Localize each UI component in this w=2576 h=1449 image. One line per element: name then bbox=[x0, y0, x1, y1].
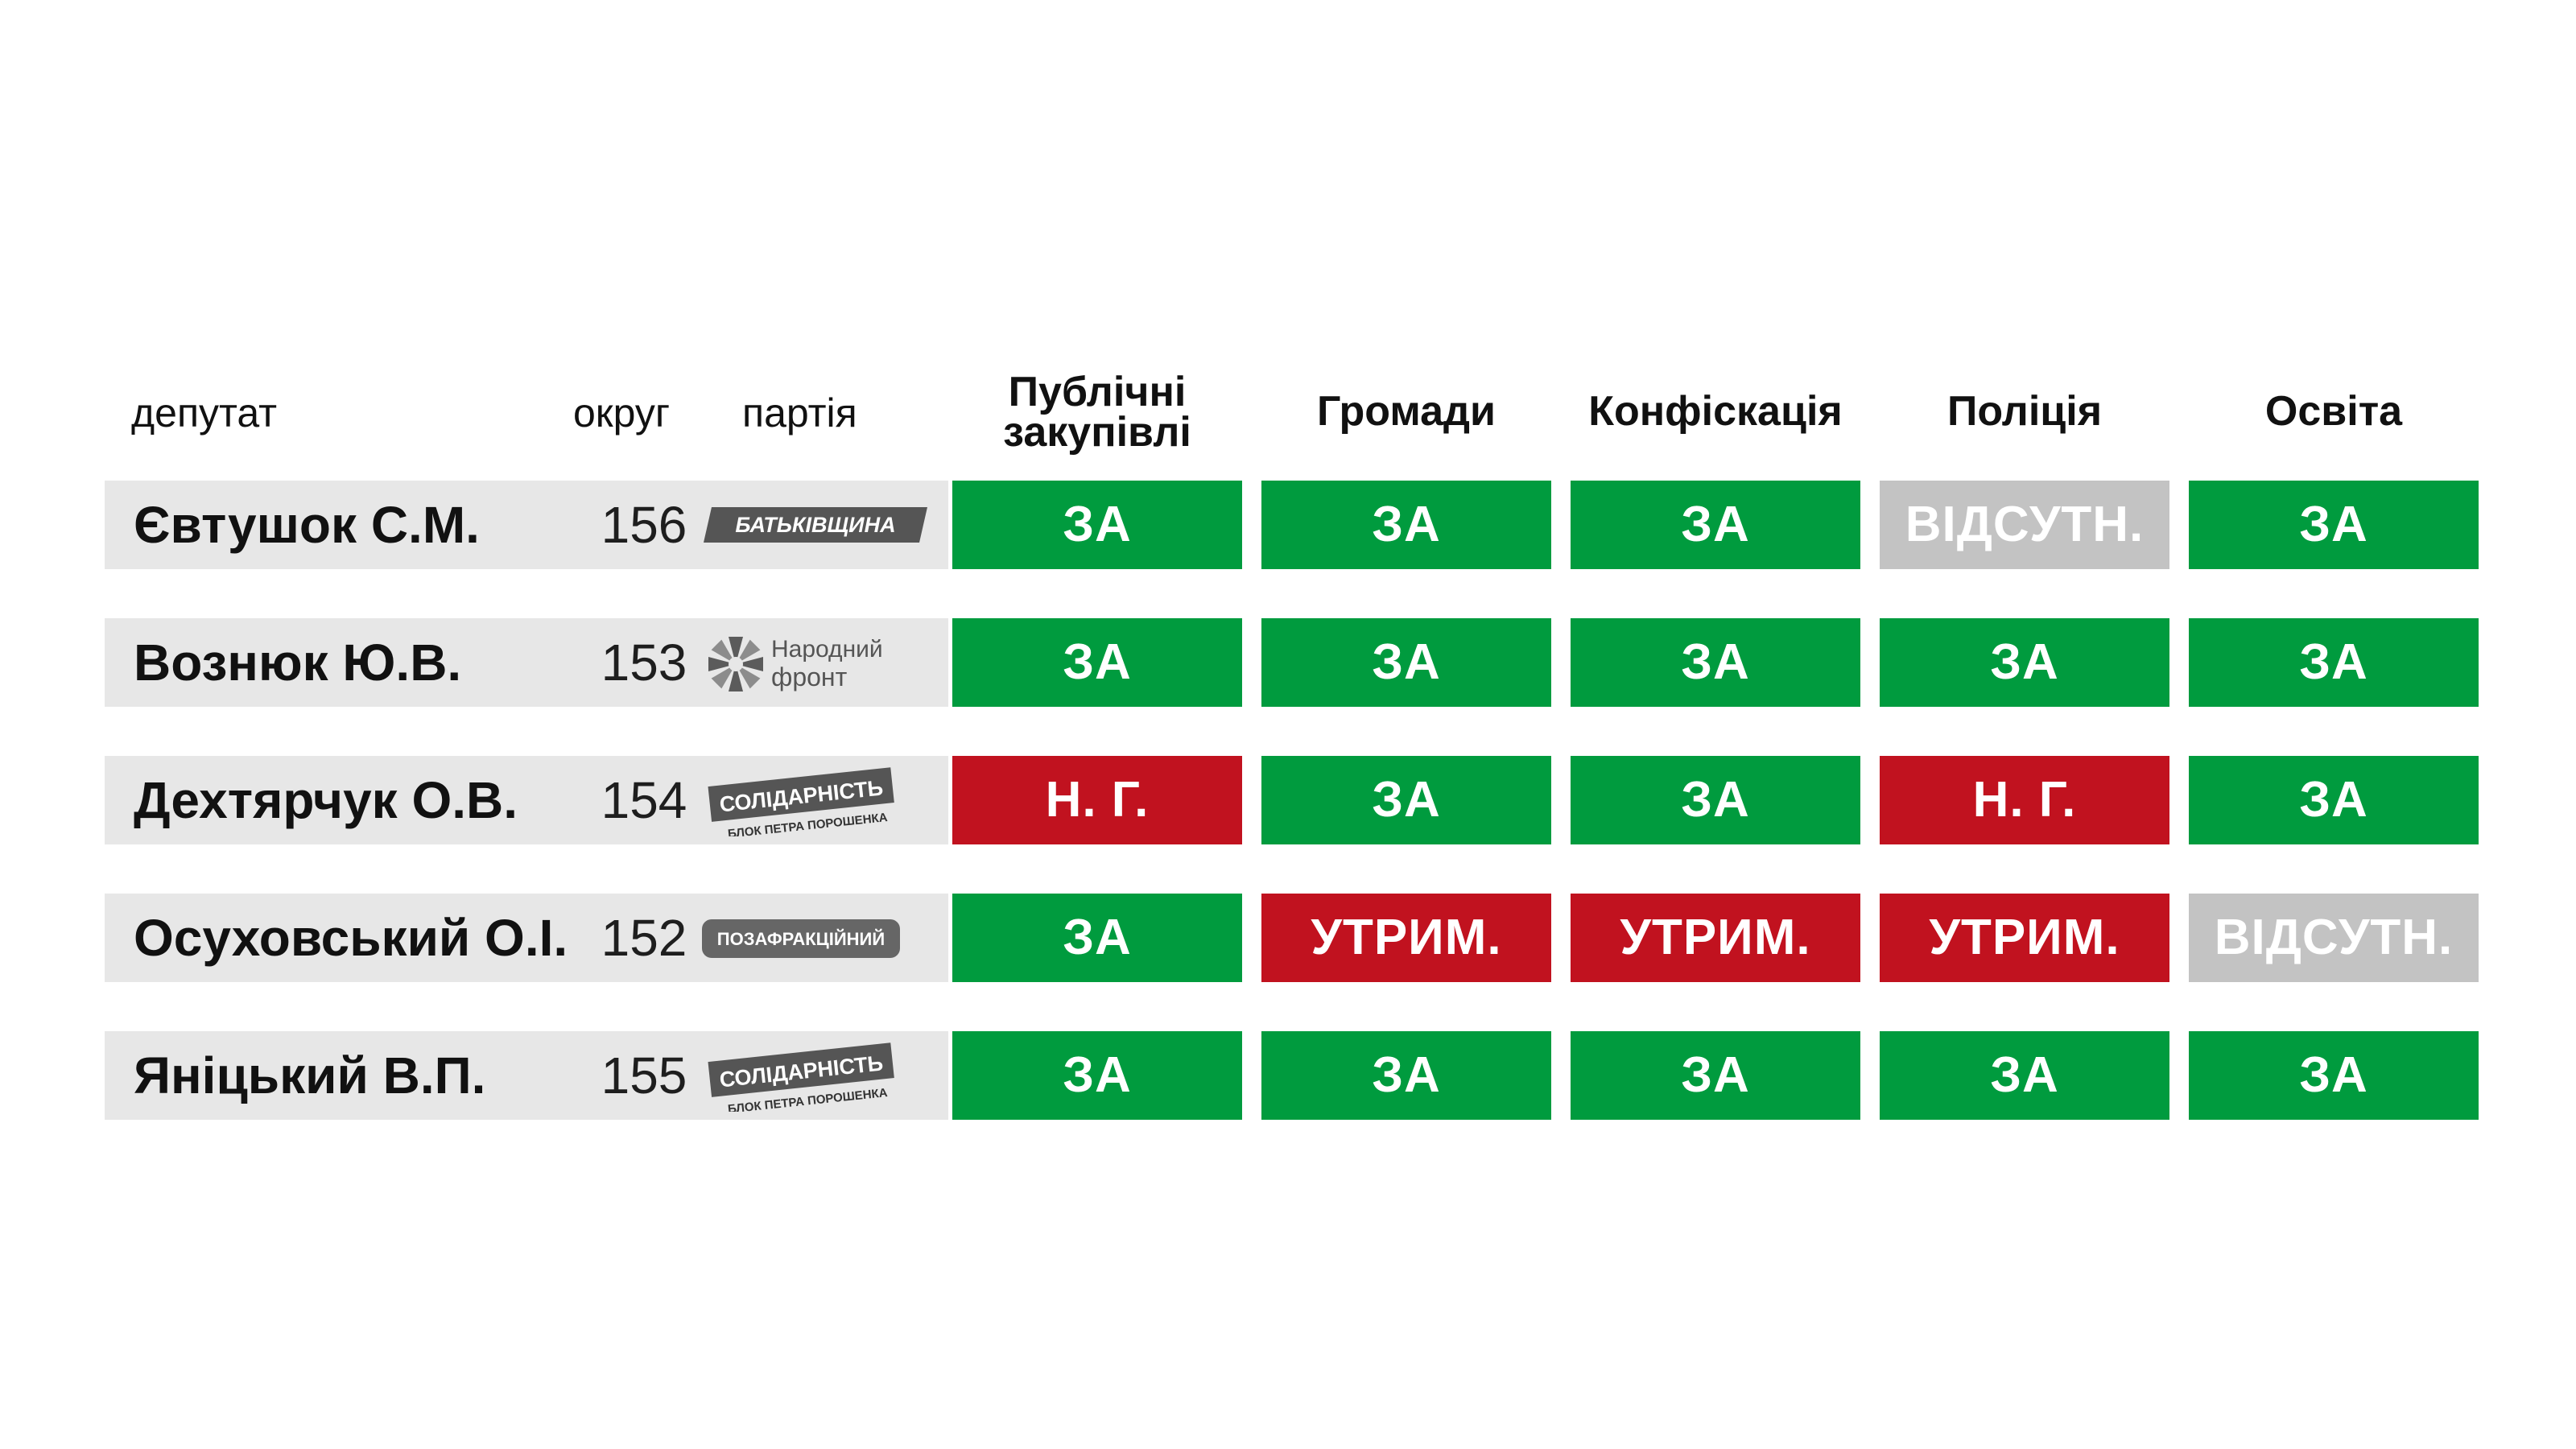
logo-banner bbox=[708, 1042, 894, 1097]
deputy-name: Вознюк Ю.В. bbox=[134, 634, 462, 691]
vote-cell: ЗА bbox=[1571, 481, 1860, 569]
party-logo: СОЛІДАРНІСТЬ БЛОК ПЕТРА ПОРОШЕНКА bbox=[700, 1039, 934, 1112]
deputy-name: Осуховський О.І. bbox=[134, 909, 568, 967]
table-row: Євтушок С.М. 156 БАТЬКІВЩИНА bbox=[105, 481, 948, 569]
star-ray bbox=[736, 657, 763, 671]
column-header-line: Освіта bbox=[2264, 388, 2403, 435]
logo-banner bbox=[704, 507, 927, 543]
vote-cell: УТРИМ. bbox=[1261, 894, 1551, 982]
star-icon bbox=[708, 637, 763, 691]
vote-cell: УТРИМ. bbox=[1571, 894, 1860, 982]
vote-cell: ЗА bbox=[1261, 756, 1551, 844]
logo-banner bbox=[708, 767, 894, 822]
party-logo: СОЛІДАРНІСТЬ БЛОК ПЕТРА ПОРОШЕНКА bbox=[700, 764, 934, 836]
column-header: Поліція bbox=[1880, 390, 2169, 432]
column-header-line: Конфіскація bbox=[1588, 388, 1843, 435]
vote-cell: ЗА bbox=[952, 618, 1242, 707]
vote-cell: ВІДСУТН. bbox=[2189, 894, 2479, 982]
logo-text: БАТЬКІВЩИНА bbox=[735, 513, 895, 537]
vote-cell: ЗА bbox=[1261, 618, 1551, 707]
column-header: Публічні закупівлі bbox=[952, 369, 1242, 456]
vote-cell: Н. Г. bbox=[952, 756, 1242, 844]
vote-cell: ЗА bbox=[1261, 481, 1551, 569]
vote-cell: ЗА bbox=[2189, 1031, 2479, 1120]
deputy-name: Яніцький В.П. bbox=[134, 1046, 486, 1104]
column-header-line: Поліція bbox=[1946, 388, 2103, 435]
vote-cell: Н. Г. bbox=[1880, 756, 2169, 844]
column-header-line: Громади bbox=[1316, 388, 1496, 435]
star-ray bbox=[736, 664, 761, 689]
star-center bbox=[729, 657, 743, 671]
header-okrug: округ bbox=[573, 390, 671, 436]
column-header: Освіта bbox=[2189, 390, 2479, 432]
vote-cell: ВІДСУТН. bbox=[1880, 481, 2169, 569]
deputy-name: Дехтярчук О.В. bbox=[134, 771, 518, 829]
vote-cell: ЗА bbox=[1261, 1031, 1551, 1120]
deputy-name: Євтушок С.М. bbox=[134, 496, 480, 554]
column-header-line: закупівлі bbox=[1003, 409, 1191, 456]
vote-cell: ЗА bbox=[1880, 1031, 2169, 1120]
vote-cell: ЗА bbox=[2189, 756, 2479, 844]
star-ray bbox=[729, 664, 743, 691]
vote-cell: ЗА bbox=[1571, 1031, 1860, 1120]
party-logo: БАТЬКІВЩИНА bbox=[700, 489, 934, 561]
logo-text: Народний bbox=[771, 636, 883, 663]
logo-banner bbox=[702, 919, 900, 958]
star-ray bbox=[736, 639, 761, 664]
vote-cell: ЗА bbox=[952, 894, 1242, 982]
vote-cell: ЗА bbox=[952, 481, 1242, 569]
column-header: Громади bbox=[1261, 390, 1551, 432]
vote-cell: ЗА bbox=[1571, 618, 1860, 707]
column-header-line: Публічні bbox=[1008, 369, 1187, 415]
logo-text: фронт bbox=[771, 663, 848, 691]
okrug-number: 154 bbox=[601, 771, 687, 829]
vote-cell: ЗА bbox=[2189, 481, 2479, 569]
vote-cell: ЗА bbox=[1880, 618, 2169, 707]
okrug-number: 155 bbox=[601, 1046, 687, 1104]
column-header: Конфіскація bbox=[1571, 390, 1860, 432]
okrug-number: 156 bbox=[601, 496, 687, 554]
table-row: Осуховський О.І. 152 ПОЗАФРАКЦІЙНИЙ bbox=[105, 894, 948, 982]
party-logo-batkivshchyna: БАТЬКІВЩИНА bbox=[704, 507, 927, 543]
party-logo: ПОЗАФРАКЦІЙНИЙ bbox=[700, 902, 934, 974]
table-row: Вознюк Ю.В. 153 Народний фронт bbox=[105, 618, 948, 707]
star-ray bbox=[708, 657, 736, 671]
okrug-number: 152 bbox=[601, 909, 687, 967]
vote-cell: ЗА bbox=[952, 1031, 1242, 1120]
star-ray bbox=[711, 639, 736, 664]
vote-cell: УТРИМ. bbox=[1880, 894, 2169, 982]
vote-cell: ЗА bbox=[2189, 618, 2479, 707]
header-deputy: депутат bbox=[131, 390, 278, 436]
table-row: Яніцький В.П. 155 СОЛІДАРНІСТЬ БЛОК ПЕТРА П… bbox=[105, 1031, 948, 1120]
header-party: партія bbox=[742, 390, 857, 436]
logo-text: ПОЗАФРАКЦІЙНИЙ bbox=[717, 929, 885, 949]
vote-cell: ЗА bbox=[1571, 756, 1860, 844]
star-ray bbox=[729, 637, 743, 664]
okrug-number: 153 bbox=[601, 634, 687, 691]
party-logo: Народний фронт bbox=[700, 626, 934, 699]
party-logo-pozafraktsiinyi: ПОЗАФРАКЦІЙНИЙ bbox=[702, 919, 900, 958]
star-ray bbox=[711, 664, 736, 689]
table-row: Дехтярчук О.В. 154 СОЛІДАРНІСТЬ БЛОК ПЕТРА … bbox=[105, 756, 948, 844]
